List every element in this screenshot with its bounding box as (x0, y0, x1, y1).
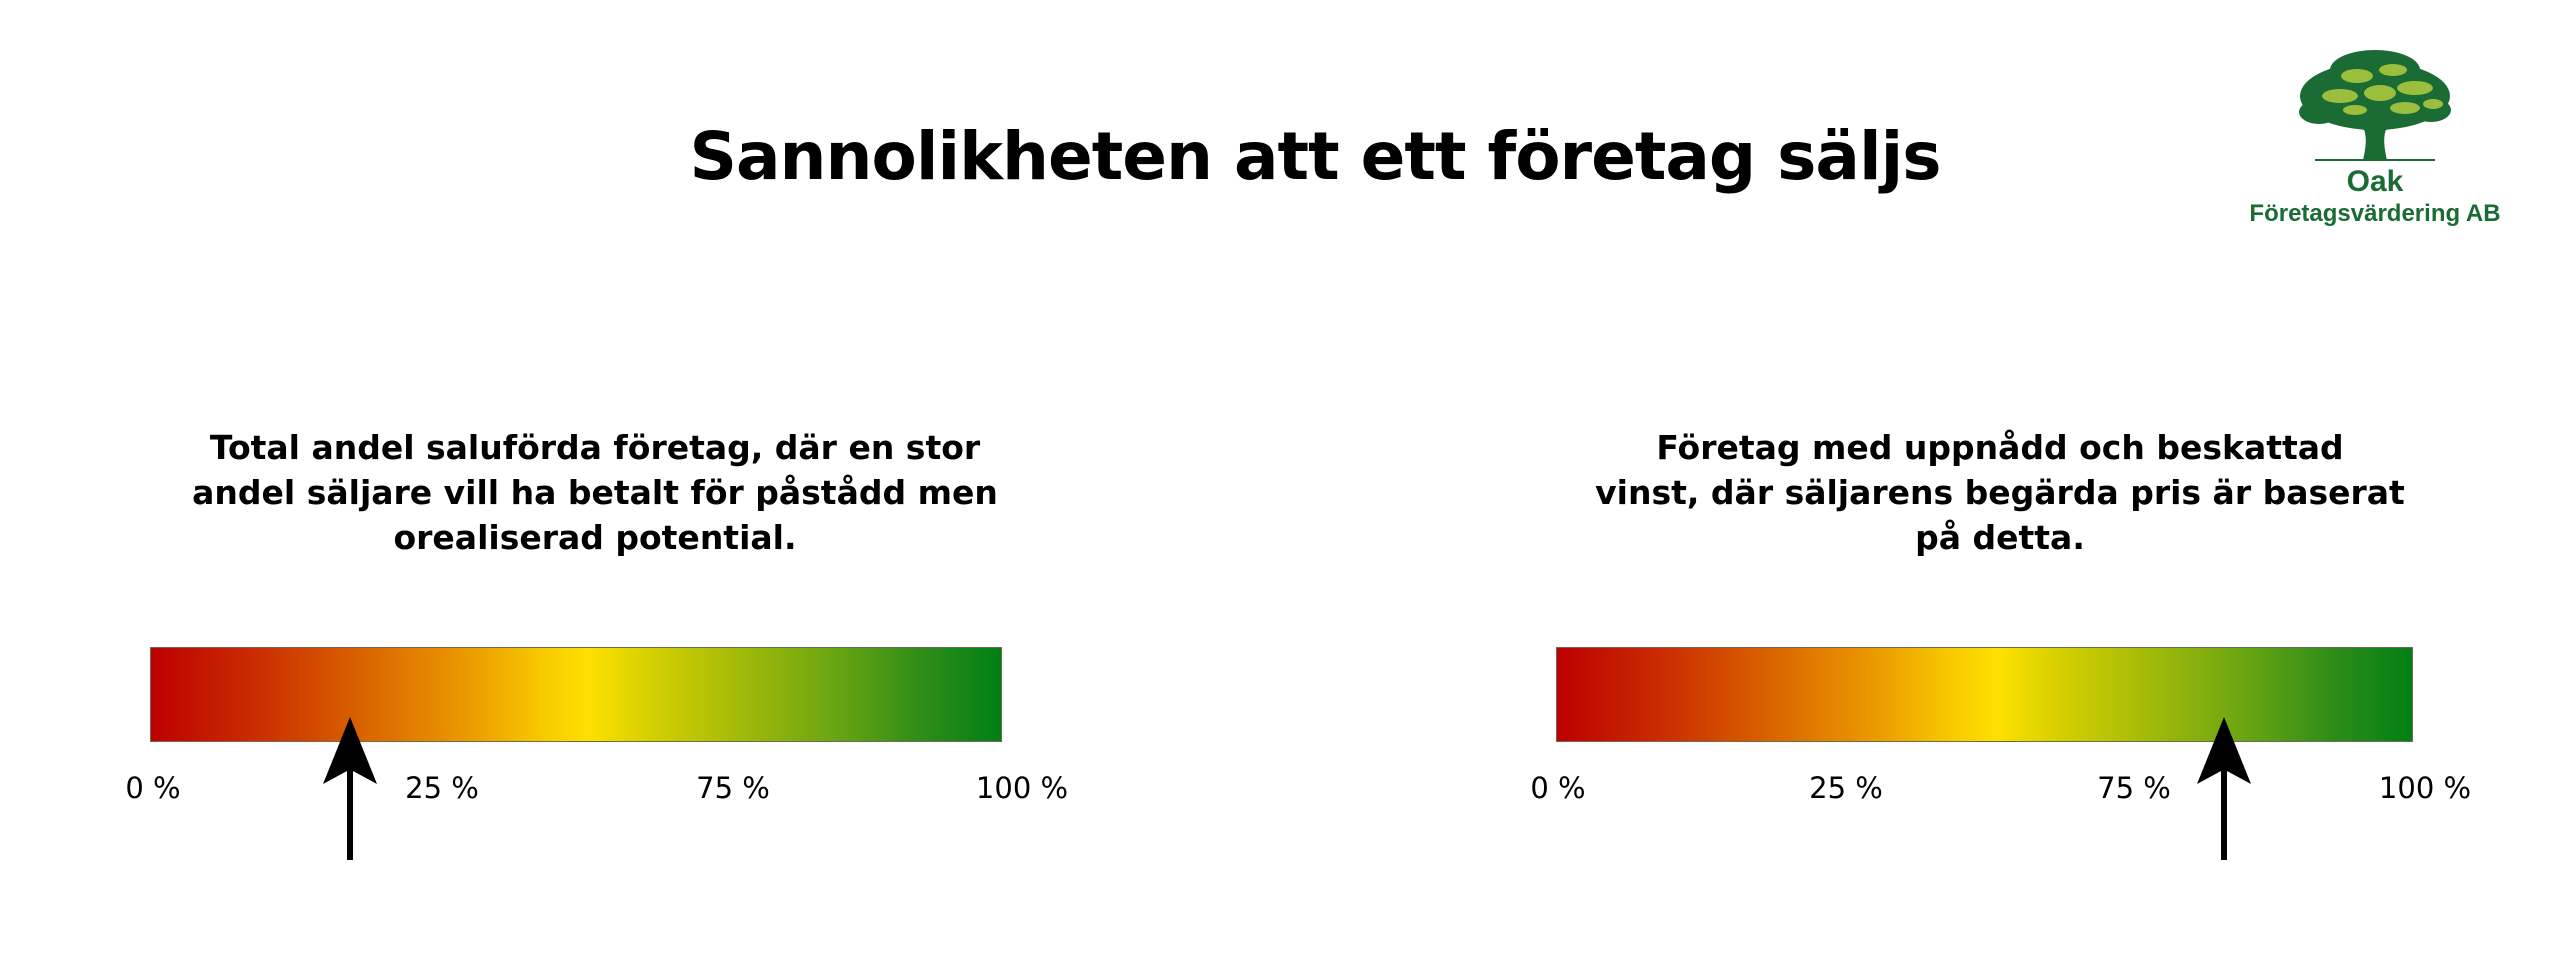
oak-tree-icon (2299, 50, 2451, 161)
gauge-panel-left: Total andel saluförda företag, där en st… (95, 0, 1095, 975)
up-arrow-icon (2197, 717, 2251, 860)
gauge-caption: Total andel saluförda företag, där en st… (95, 425, 1095, 560)
caption-line: andel säljare vill ha betalt för påstådd… (192, 473, 998, 512)
caption-line: Företag med uppnådd och beskattad (1656, 428, 2344, 467)
logo-name: Oak (2346, 165, 2404, 198)
scale-label-0: 0 % (1530, 771, 1586, 805)
gradient-bar-left (150, 647, 1002, 742)
company-logo: Oak Företagsvärdering AB (2225, 48, 2525, 238)
caption-line: på detta. (1915, 518, 2085, 557)
gauge-caption: Företag med uppnådd och beskattad vinst,… (1500, 425, 2500, 560)
scale-label-75: 75 % (696, 771, 770, 805)
caption-line: Total andel saluförda företag, där en st… (209, 428, 981, 467)
scale-label-75: 75 % (2097, 771, 2171, 805)
caption-line: orealiserad potential. (393, 518, 797, 557)
page-title: Sannolikheten att ett företag säljs (689, 118, 1941, 195)
gauge-panel-right: Företag med uppnådd och beskattad vinst,… (1500, 0, 2500, 975)
gradient-bar-right (1556, 647, 2413, 742)
logo-subtitle: Företagsvärdering AB (2249, 200, 2501, 227)
scale-label-25: 25 % (405, 771, 479, 805)
scale-label-100: 100 % (975, 771, 1069, 805)
scale-label-100: 100 % (2378, 771, 2472, 805)
scale-label-25: 25 % (1809, 771, 1883, 805)
up-arrow-icon (323, 717, 377, 860)
caption-line: vinst, där säljarens begärda pris är bas… (1595, 473, 2405, 512)
scale-label-0: 0 % (125, 771, 181, 805)
